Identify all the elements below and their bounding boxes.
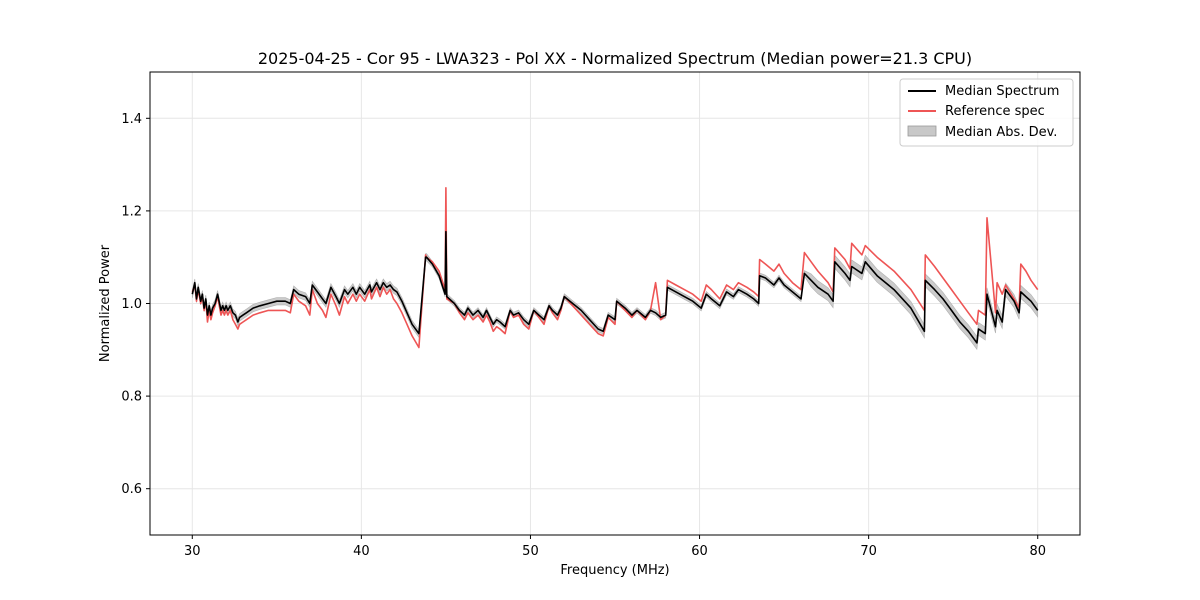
x-tick-label: 40 — [353, 544, 370, 559]
x-tick-label: 50 — [522, 544, 539, 559]
median-spectrum-line — [191, 230, 1039, 344]
legend-label-median-spectrum: Median Spectrum — [945, 84, 1059, 99]
y-axis-label: Normalized Power — [98, 244, 113, 362]
y-tick-label: 1.0 — [121, 297, 142, 312]
x-tick-label: 70 — [860, 544, 877, 559]
legend-label-reference-spec: Reference spec — [945, 104, 1045, 119]
legend: Median Spectrum Reference spec Median Ab… — [899, 78, 1074, 147]
legend-label-median-abs-dev: Median Abs. Dev. — [945, 125, 1057, 140]
x-tick-label: 60 — [691, 544, 708, 559]
x-tick-label: 80 — [1029, 544, 1046, 559]
x-tick-label: 30 — [184, 544, 201, 559]
y-tick-label: 0.6 — [121, 482, 142, 497]
y-tick-label: 1.2 — [121, 204, 142, 219]
series-layer — [191, 187, 1039, 349]
y-tick-label: 0.8 — [121, 390, 142, 405]
x-axis-label: Frequency (MHz) — [560, 563, 669, 578]
legend-swatch-median-abs-dev — [907, 125, 937, 137]
y-tick-label: 1.4 — [121, 112, 142, 127]
reference-spec-line — [191, 187, 1039, 349]
legend-box — [899, 78, 1074, 147]
axis-ticks: 30 40 50 60 70 80 0.6 0.8 1.0 1.2 1.4 — [121, 112, 1046, 559]
chart-title: 2025-04-25 - Cor 95 - LWA323 - Pol XX - … — [258, 49, 972, 68]
